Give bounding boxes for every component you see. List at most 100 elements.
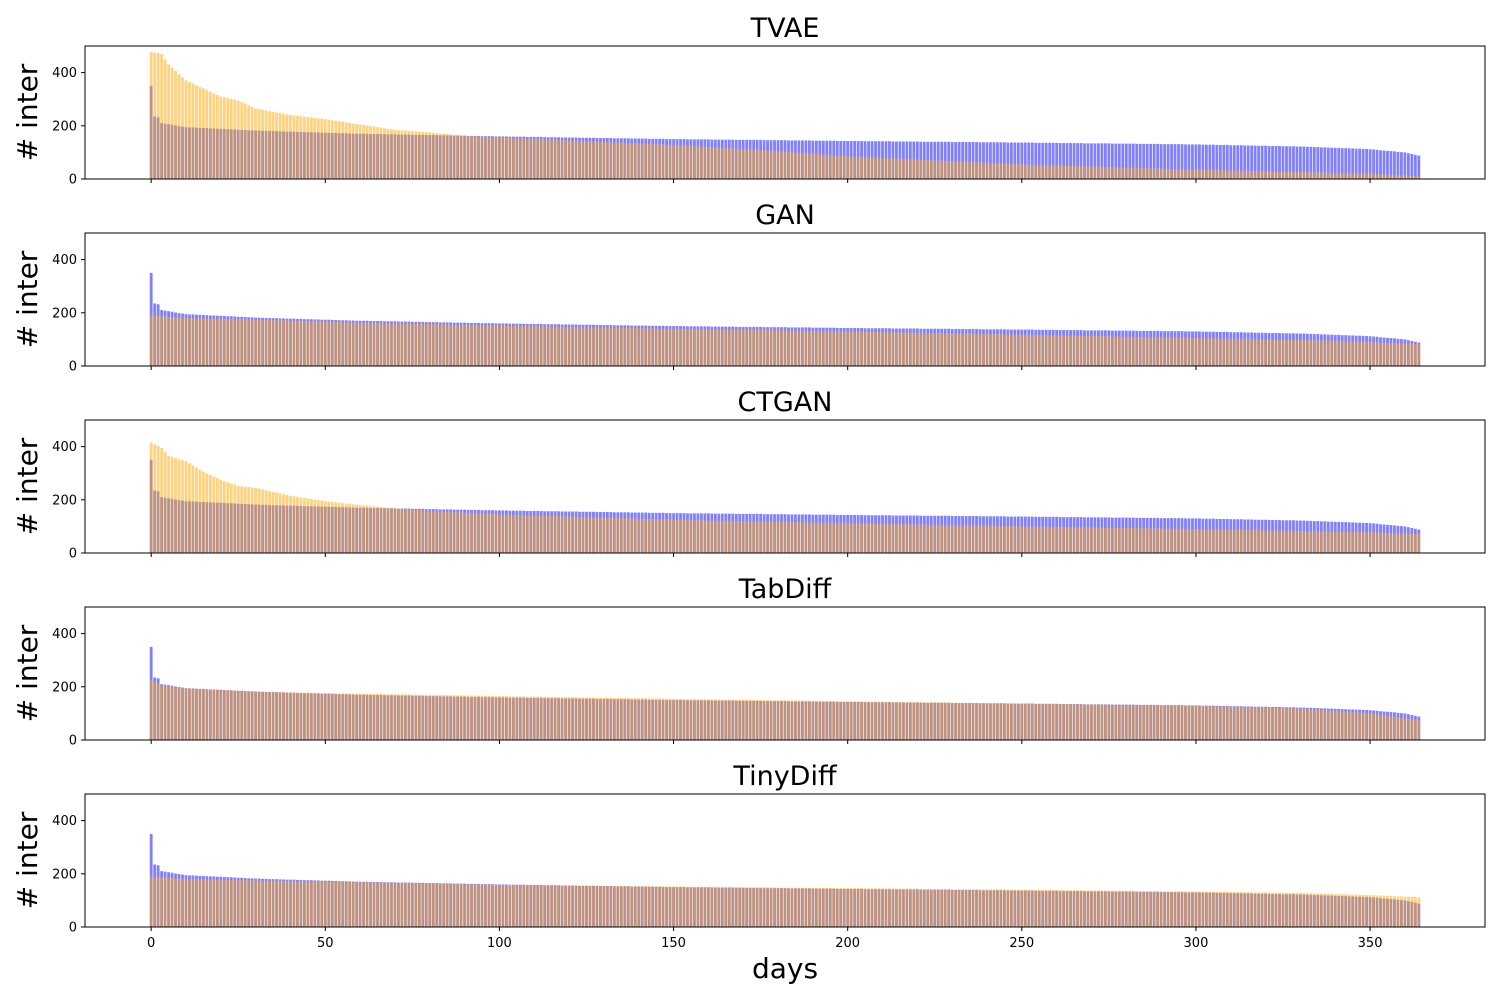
y-tick-label: 200: [52, 493, 77, 508]
bar: [1090, 335, 1093, 366]
bar: [355, 882, 359, 927]
bar: [1379, 174, 1382, 179]
x-tick-label: 350: [1358, 936, 1383, 951]
bar: [585, 141, 588, 179]
bar: [929, 160, 933, 179]
bar: [633, 886, 637, 927]
bar: [1198, 891, 1201, 927]
bar: [867, 701, 870, 740]
bar: [341, 882, 345, 927]
bar: [1274, 892, 1278, 927]
bar: [814, 887, 818, 927]
bar: [731, 329, 735, 366]
bar: [177, 878, 181, 927]
bar: [1375, 895, 1379, 927]
bar: [1236, 145, 1240, 179]
bar: [1198, 144, 1201, 179]
bar: [1413, 533, 1417, 553]
bar: [606, 142, 609, 179]
bar: [874, 701, 877, 740]
bar: [407, 130, 411, 179]
bar: [1347, 712, 1351, 740]
bar: [588, 327, 592, 366]
bar: [1076, 143, 1079, 179]
bar: [484, 695, 487, 740]
bar: [1347, 173, 1351, 179]
bar: [762, 887, 766, 927]
bar: [466, 136, 470, 179]
bar: [971, 525, 975, 553]
bar: [240, 486, 244, 553]
bar: [564, 326, 567, 366]
bar: [971, 889, 975, 927]
bar: [797, 152, 801, 179]
bar: [1309, 893, 1313, 927]
bar: [720, 147, 724, 179]
bar: [1218, 338, 1222, 366]
bar: [1163, 891, 1166, 927]
bar: [759, 521, 763, 553]
bar: [254, 487, 258, 553]
bar: [1041, 335, 1045, 366]
bar: [971, 142, 975, 179]
bar: [1386, 174, 1389, 179]
bar: [268, 111, 271, 179]
bar: [1406, 896, 1410, 927]
bar: [386, 507, 390, 553]
bar: [940, 141, 944, 179]
bar: [706, 329, 710, 366]
bar: [1170, 528, 1173, 553]
bar: [1180, 891, 1184, 927]
bar: [915, 524, 919, 553]
bar: [1114, 890, 1118, 927]
bar: [849, 523, 853, 553]
bar: [1117, 890, 1121, 927]
bar: [985, 703, 989, 740]
bar: [679, 328, 682, 366]
bar: [1257, 530, 1261, 553]
bar: [560, 140, 564, 179]
bar: [661, 698, 665, 740]
bar: [877, 157, 881, 179]
bar: [407, 883, 411, 927]
y-axis-label: # inter: [11, 437, 44, 535]
bar: [1218, 144, 1222, 179]
bar: [1191, 705, 1194, 740]
bar: [818, 330, 822, 366]
bar: [463, 324, 466, 366]
bar: [250, 691, 254, 740]
bar: [1121, 336, 1125, 366]
bar: [379, 323, 383, 366]
bar: [240, 690, 244, 740]
bar: [414, 509, 418, 553]
bar: [289, 115, 292, 179]
bar: [1198, 169, 1201, 179]
bar: [1246, 170, 1250, 179]
bar: [268, 880, 271, 927]
bar: [982, 333, 985, 366]
bar: [954, 889, 958, 927]
bar: [1406, 175, 1410, 179]
bar: [783, 700, 787, 740]
bar: [926, 702, 930, 740]
bar: [971, 333, 975, 366]
bar: [961, 889, 965, 927]
bar: [316, 321, 320, 366]
bar: [1299, 146, 1302, 179]
bar: [1163, 168, 1166, 179]
bar: [734, 521, 738, 553]
bar: [1257, 145, 1261, 179]
axes-frame: [84, 45, 1486, 180]
bar: [787, 700, 790, 740]
bar: [703, 699, 707, 740]
bar: [567, 326, 571, 366]
bar: [1100, 527, 1104, 553]
bar: [1173, 705, 1177, 740]
bar: [1023, 526, 1027, 553]
bar: [1389, 343, 1393, 366]
bar: [153, 444, 157, 553]
bar: [1058, 704, 1062, 740]
y-tick-label: 400: [52, 627, 77, 642]
bar: [445, 695, 449, 740]
bar: [1344, 173, 1348, 179]
